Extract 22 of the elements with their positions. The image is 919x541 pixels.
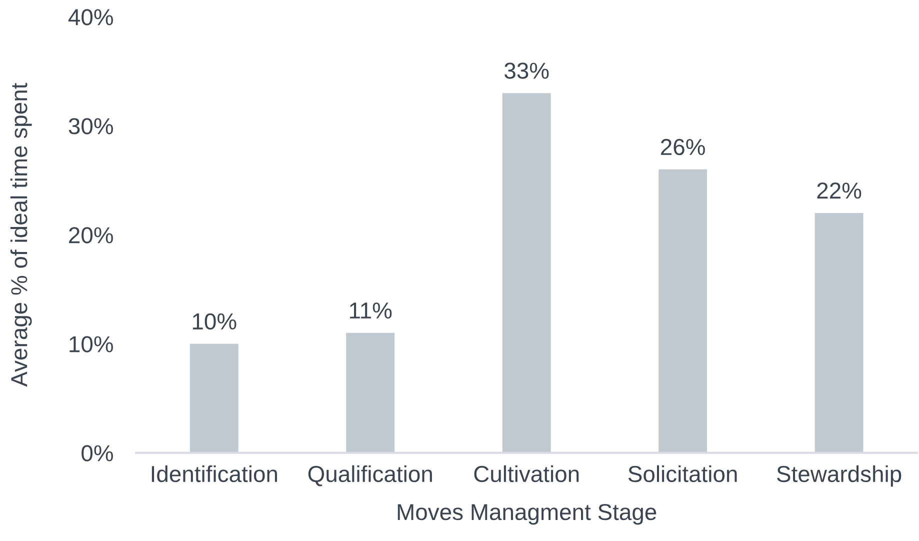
x-tick-label: Qualification	[308, 465, 432, 486]
bar	[658, 169, 708, 453]
bar	[346, 332, 395, 453]
x-axis-title: Moves Managment Stage	[398, 504, 656, 525]
y-tick-label: 40%	[68, 9, 113, 26]
bar	[814, 212, 864, 453]
x-tick-label: Stewardship	[777, 465, 902, 487]
bar	[190, 344, 238, 453]
y-tick-label: 10%	[70, 336, 113, 352]
data-label: 11%	[350, 302, 392, 319]
x-tick-label: Identification	[152, 465, 277, 482]
y-tick-label: 30%	[68, 118, 113, 134]
data-label: 33%	[504, 62, 549, 79]
y-axis-title: Average % of ideal time spent	[10, 82, 32, 387]
x-tick-label: Solicitation	[628, 465, 737, 482]
bar	[502, 93, 551, 453]
data-label: 26%	[661, 138, 705, 156]
y-tick-label: 20%	[69, 227, 113, 244]
y-tick-label: 0%	[82, 445, 113, 462]
data-label: 10%	[192, 313, 236, 330]
data-label: 22%	[817, 182, 862, 199]
x-tick-label: Cultivation	[474, 465, 579, 482]
